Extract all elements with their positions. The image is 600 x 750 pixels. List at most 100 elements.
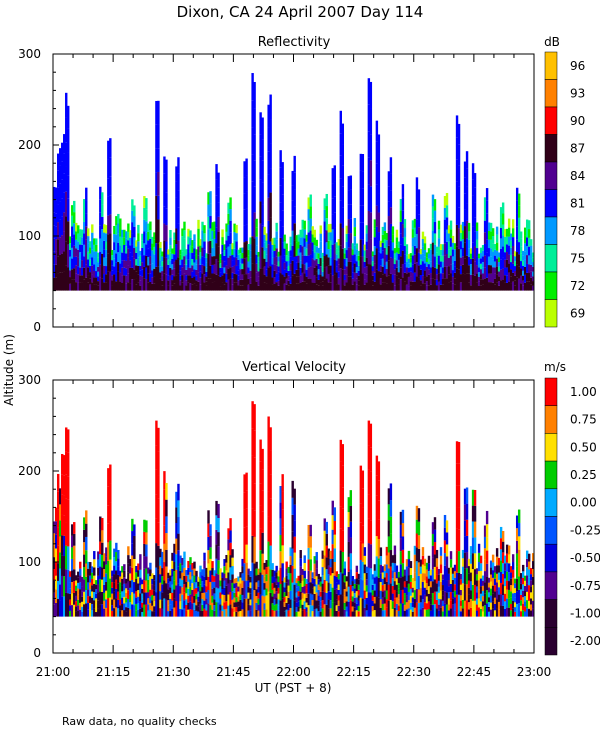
data-cell <box>385 607 389 617</box>
data-cell <box>75 222 78 232</box>
data-cell <box>355 284 359 291</box>
data-cell <box>71 605 74 617</box>
data-cell <box>181 601 184 610</box>
data-cell <box>511 237 515 247</box>
data-cell <box>361 580 365 599</box>
data-cell <box>487 602 491 607</box>
data-cell <box>95 244 98 252</box>
data-cell <box>195 280 198 286</box>
data-cell <box>127 282 130 291</box>
data-cell <box>211 264 214 274</box>
data-cell <box>199 591 202 598</box>
data-cell <box>213 581 216 588</box>
data-cell <box>345 611 349 617</box>
data-cell <box>143 519 146 532</box>
data-cell <box>341 269 345 291</box>
data-cell <box>173 232 176 240</box>
data-cell <box>403 254 407 264</box>
data-cell <box>333 274 336 291</box>
data-cell <box>473 217 477 232</box>
data-cell <box>53 604 56 617</box>
data-cell <box>405 255 409 262</box>
data-cell <box>129 245 132 253</box>
data-cell <box>373 577 377 584</box>
data-cell <box>161 576 164 585</box>
data-cell <box>367 264 371 291</box>
data-cell <box>249 582 252 589</box>
data-cell <box>339 178 342 201</box>
data-cell <box>505 553 509 563</box>
data-cell <box>247 598 250 605</box>
data-cell <box>437 220 441 230</box>
data-cell <box>305 269 308 277</box>
data-cell <box>207 510 210 524</box>
data-cell <box>413 607 417 617</box>
data-cell <box>261 204 264 226</box>
data-cell <box>409 561 413 569</box>
data-cell <box>297 591 300 597</box>
data-cell <box>125 578 128 584</box>
data-cell <box>157 100 160 125</box>
data-cell <box>221 260 224 268</box>
data-cell <box>419 249 423 255</box>
data-cell <box>289 607 292 617</box>
data-cell <box>409 609 413 617</box>
data-cell <box>207 253 210 267</box>
data-cell <box>331 275 334 291</box>
x-tick-label: 22:00 <box>276 665 311 679</box>
data-cell <box>145 544 148 557</box>
data-cell <box>249 270 252 278</box>
data-cell <box>511 569 515 578</box>
data-cell <box>111 593 114 600</box>
data-cell <box>123 564 126 571</box>
data-cell <box>443 266 447 279</box>
data-cell <box>113 242 116 251</box>
data-cell <box>105 590 108 600</box>
data-cell <box>521 564 525 572</box>
data-cell <box>295 269 298 277</box>
data-cell <box>369 544 373 569</box>
data-cell <box>127 273 130 283</box>
data-cell <box>465 584 469 601</box>
data-cell <box>469 258 473 265</box>
data-cell <box>433 554 437 567</box>
data-cell <box>247 284 250 291</box>
data-cell <box>313 229 316 238</box>
data-cell <box>209 228 212 241</box>
data-cell <box>477 258 481 263</box>
data-cell <box>245 191 248 209</box>
data-cell <box>247 610 250 617</box>
data-cell <box>423 249 427 257</box>
data-cell <box>187 267 190 276</box>
data-cell <box>301 580 304 587</box>
data-cell <box>269 427 272 451</box>
data-cell <box>301 281 304 291</box>
data-cell <box>473 600 477 617</box>
data-cell <box>69 571 72 577</box>
data-cell <box>85 550 88 564</box>
data-cell <box>417 189 421 203</box>
data-cell <box>149 256 152 265</box>
data-cell <box>341 248 345 270</box>
data-cell <box>497 285 501 291</box>
data-cell <box>343 248 347 254</box>
data-cell <box>417 214 421 228</box>
x-tick-label: 23:00 <box>517 665 552 679</box>
data-cell <box>77 605 80 611</box>
data-cell <box>171 568 174 577</box>
data-cell <box>201 281 204 291</box>
data-cell <box>193 582 196 590</box>
data-cell <box>381 610 385 617</box>
data-cell <box>405 284 409 291</box>
data-cell <box>499 549 503 561</box>
data-cell <box>435 279 439 286</box>
data-cell <box>187 595 190 603</box>
data-cell <box>193 283 196 291</box>
data-cell <box>81 596 84 602</box>
data-cell <box>63 212 66 232</box>
data-cell <box>391 226 395 235</box>
data-cell <box>201 604 204 611</box>
data-cell <box>91 585 94 592</box>
data-cell <box>173 607 176 617</box>
data-cell <box>275 584 278 592</box>
